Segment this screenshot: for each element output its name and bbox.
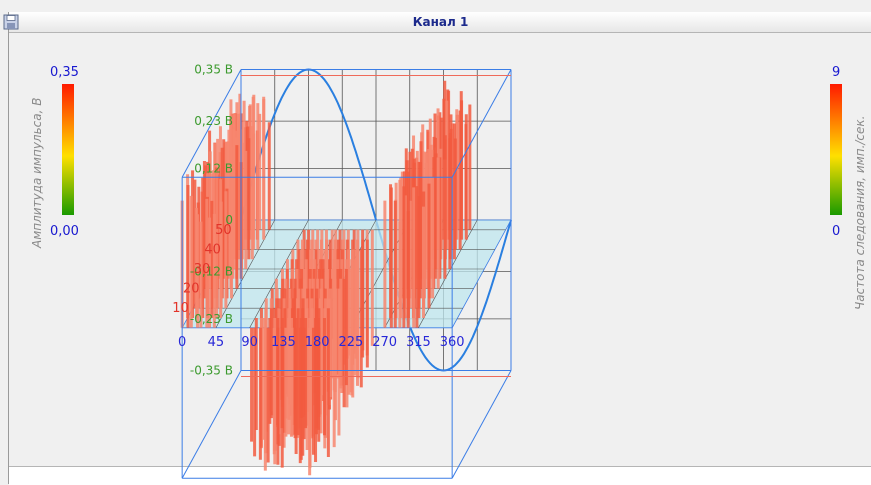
box-edge [181,69,242,178]
chart-window: Канал 1 [3,12,871,485]
box-edge [451,69,512,178]
x-tick-label: 135 [271,335,296,350]
left-legend-min: 0,00 [50,224,79,239]
status-strip [9,466,871,485]
x-tick-label: 180 [305,335,330,350]
y-tick-label: -0,23 В [190,312,233,326]
x-tick-label: 45 [208,335,225,350]
left-legend-bar [62,84,74,215]
y-tick-label: 0 [225,213,233,227]
z-tick-label: 40 [204,242,221,257]
y-tick-label: -0,35 В [190,364,233,378]
save-icon[interactable] [3,14,19,30]
y-tick-label: -0,12 В [190,265,233,279]
z-tick-label: 30 [194,262,211,277]
labels-layer: 0,35 В 0,23 В 0,12 В 0 -0,12 В -0,23 В -0,35 В… [172,63,464,378]
box-edge [451,370,512,479]
right-legend-label: Частота следования, имп./сек. [853,116,867,310]
right-legend-min: 0 [832,224,840,239]
title-bar: Канал 1 [3,12,871,33]
chart-title: Канал 1 [412,15,469,29]
y-tick-label: 0,35 В [194,63,233,77]
zero-plane-grid-line [249,219,309,328]
x-tick-label: 225 [338,335,363,350]
z-tick-label: 20 [183,282,200,297]
box-edge [181,370,242,479]
right-legend-bar [830,84,842,215]
bars-layer [180,80,472,476]
front-layer [181,69,512,479]
x-tick-label: 315 [406,335,431,350]
left-legend-max: 0,35 [50,65,79,80]
right-legend-max: 9 [832,65,840,80]
x-tick-label: 270 [372,335,397,350]
x-tick-label: 0 [178,335,186,350]
left-legend-label: Амплитуда импульса, В [30,98,44,250]
y-tick-label: 0,23 В [194,114,233,128]
z-tick-label: 10 [172,301,189,316]
x-tick-label: 360 [440,335,465,350]
y-tick-label: 0,12 В [194,161,233,175]
z-tick-label: 50 [215,223,232,238]
x-tick-label: 90 [241,335,258,350]
